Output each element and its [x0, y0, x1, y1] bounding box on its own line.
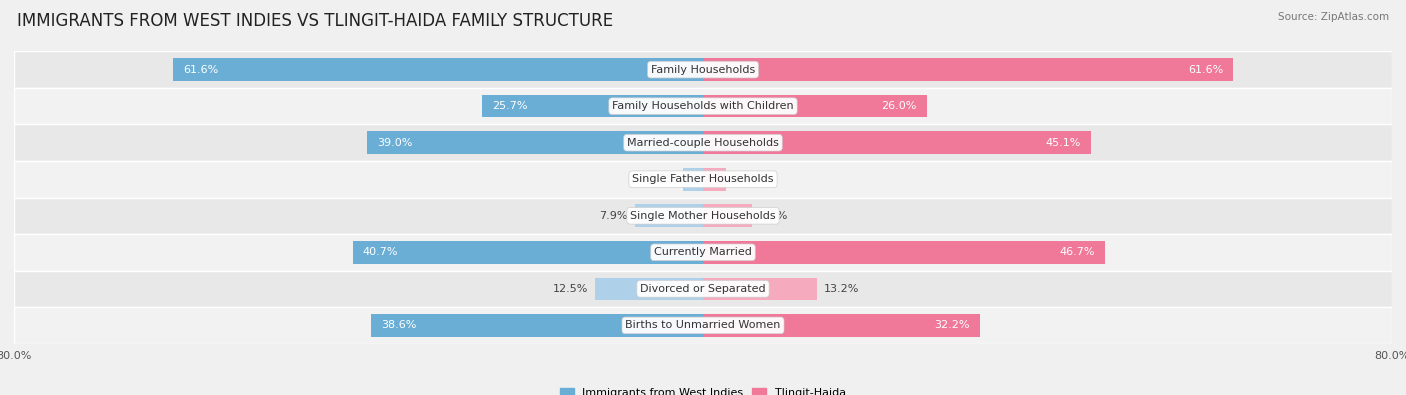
Bar [703, 132, 1091, 154]
Bar [14, 198, 1392, 234]
Legend: Immigrants from West Indies, Tlingit-Haida: Immigrants from West Indies, Tlingit-Hai… [555, 383, 851, 395]
Text: Source: ZipAtlas.com: Source: ZipAtlas.com [1278, 12, 1389, 22]
Text: 40.7%: 40.7% [363, 247, 398, 257]
Bar [353, 241, 703, 263]
Bar [14, 234, 1392, 271]
Text: 45.1%: 45.1% [1046, 138, 1081, 148]
Bar [482, 95, 703, 117]
Bar [173, 58, 703, 81]
Bar [367, 132, 703, 154]
Text: Currently Married: Currently Married [654, 247, 752, 257]
Bar [14, 51, 1392, 88]
Bar [703, 95, 927, 117]
Bar [14, 161, 1392, 198]
Bar [703, 168, 727, 190]
Text: 46.7%: 46.7% [1059, 247, 1095, 257]
Text: 26.0%: 26.0% [882, 101, 917, 111]
Text: IMMIGRANTS FROM WEST INDIES VS TLINGIT-HAIDA FAMILY STRUCTURE: IMMIGRANTS FROM WEST INDIES VS TLINGIT-H… [17, 12, 613, 30]
Text: 38.6%: 38.6% [381, 320, 416, 330]
Bar [371, 314, 703, 337]
Text: Family Households: Family Households [651, 65, 755, 75]
Bar [14, 307, 1392, 344]
Bar [14, 88, 1392, 124]
Bar [703, 205, 752, 227]
Text: 2.3%: 2.3% [648, 174, 676, 184]
Text: 7.9%: 7.9% [599, 211, 628, 221]
Text: Married-couple Households: Married-couple Households [627, 138, 779, 148]
Text: Family Households with Children: Family Households with Children [612, 101, 794, 111]
Bar [703, 241, 1105, 263]
Text: 39.0%: 39.0% [377, 138, 413, 148]
Bar [683, 168, 703, 190]
Text: 32.2%: 32.2% [935, 320, 970, 330]
Text: Single Mother Households: Single Mother Households [630, 211, 776, 221]
Bar [703, 314, 980, 337]
Bar [636, 205, 703, 227]
Bar [703, 278, 817, 300]
Text: 61.6%: 61.6% [1188, 65, 1223, 75]
Text: 2.7%: 2.7% [733, 174, 762, 184]
Bar [595, 278, 703, 300]
Text: Single Father Households: Single Father Households [633, 174, 773, 184]
Text: 5.7%: 5.7% [759, 211, 787, 221]
Bar [14, 271, 1392, 307]
Bar [14, 124, 1392, 161]
Text: 13.2%: 13.2% [824, 284, 859, 294]
Bar [703, 58, 1233, 81]
Text: Births to Unmarried Women: Births to Unmarried Women [626, 320, 780, 330]
Text: 25.7%: 25.7% [492, 101, 527, 111]
Text: 61.6%: 61.6% [183, 65, 218, 75]
Text: 12.5%: 12.5% [553, 284, 589, 294]
Text: Divorced or Separated: Divorced or Separated [640, 284, 766, 294]
